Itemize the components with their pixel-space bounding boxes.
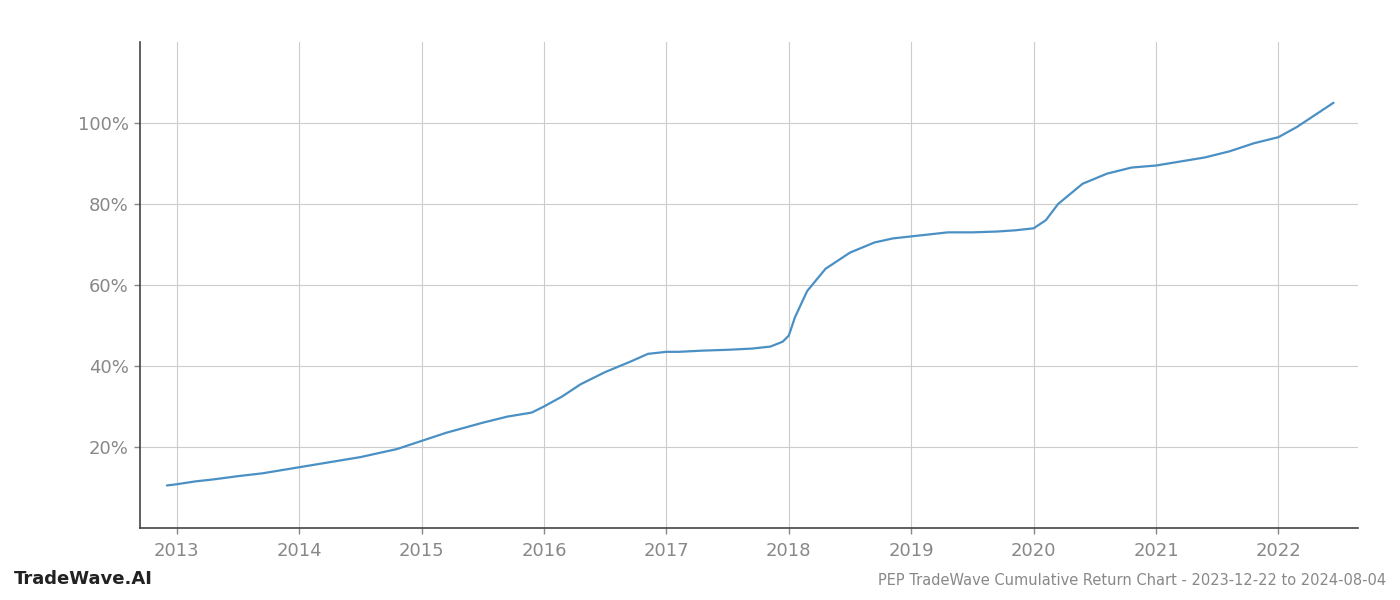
Text: PEP TradeWave Cumulative Return Chart - 2023-12-22 to 2024-08-04: PEP TradeWave Cumulative Return Chart - … xyxy=(878,573,1386,588)
Text: TradeWave.AI: TradeWave.AI xyxy=(14,570,153,588)
